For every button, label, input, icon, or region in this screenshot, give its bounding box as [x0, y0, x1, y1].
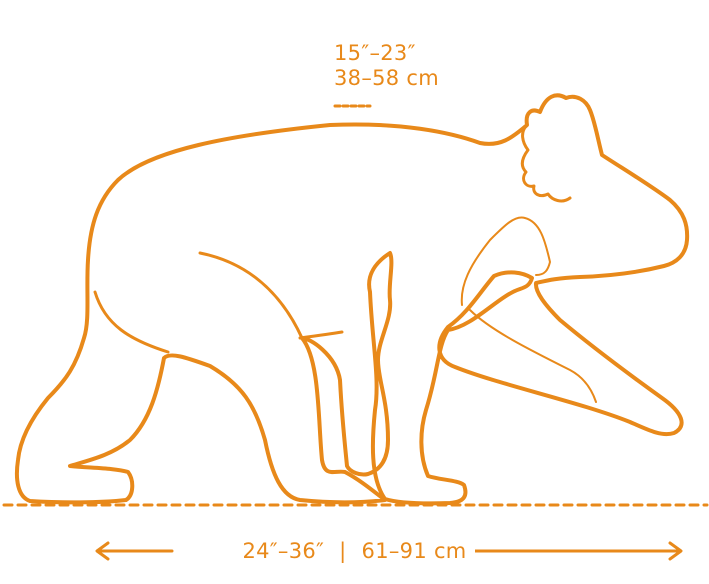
koala-belly-line: [93, 290, 170, 354]
koala-hind-leg-line: [198, 251, 304, 340]
length-imperial: 24″–36″: [238, 539, 329, 563]
koala-ear-fluff: [520, 123, 572, 203]
length-text-wrap: 24″–36″ | 61–91 cm: [234, 539, 475, 563]
koala-arm-inner-line: [298, 330, 344, 340]
length-arrow-left-head: [95, 541, 110, 561]
koala-body-outline: [14, 93, 690, 506]
length-metric: 61–91 cm: [357, 539, 471, 563]
koala-arm-detail: [460, 216, 597, 403]
height-metric: 38–58 cm: [334, 66, 440, 90]
height-label: 15″–23″ 38–58 cm: [334, 41, 439, 91]
height-imperial: 15″–23″: [334, 41, 416, 65]
length-arrow-right-head: [668, 541, 683, 561]
length-separator: |: [335, 539, 351, 563]
length-label: 24″–36″ | 61–91 cm: [0, 539, 709, 564]
